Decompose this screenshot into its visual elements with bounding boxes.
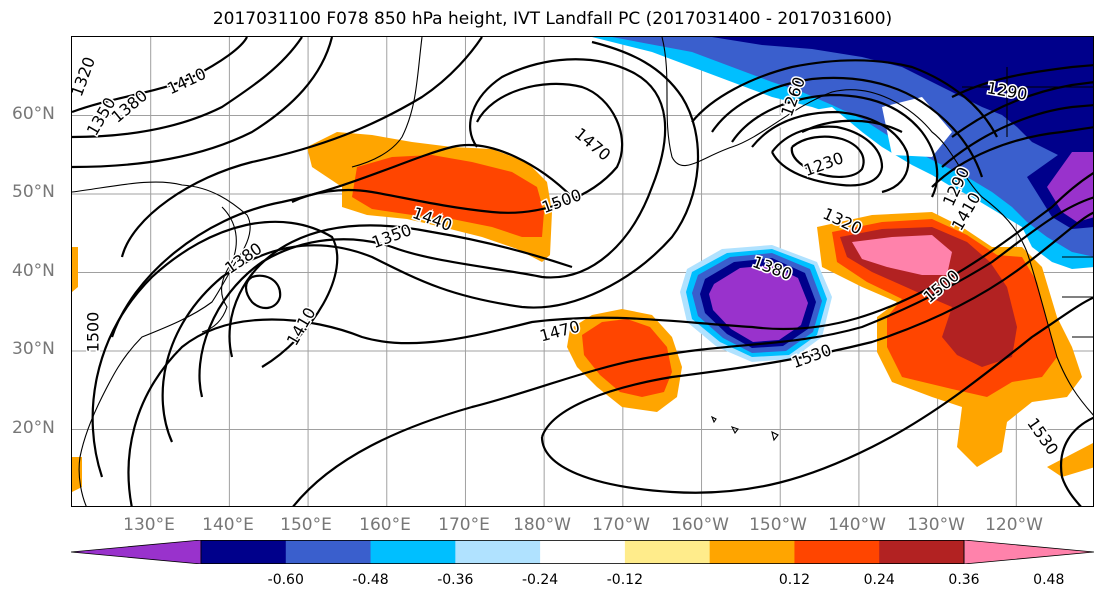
lon-label-160e: 160°E [359, 515, 411, 535]
colorbar-tick-label: 0.48 [1033, 572, 1065, 588]
colorbar-extend-high [963, 540, 1094, 564]
contour-line [291, 82, 624, 214]
colorbar-segment [794, 540, 880, 564]
colorbar-segment [624, 540, 711, 564]
negative-shading-central [680, 245, 832, 362]
colorbar-segment [201, 540, 287, 564]
colorbar-segment [879, 540, 965, 564]
contour-line [228, 224, 573, 358]
contour-label: 1470 [571, 124, 614, 165]
map-title: 2017031100 F078 850 hPa height, IVT Land… [212, 9, 893, 29]
contour-line [941, 104, 1093, 168]
colorbar-segment [540, 540, 626, 564]
positive-shading-subtropical [567, 309, 682, 412]
contour-line [540, 211, 1093, 438]
contour-label: 1410 [283, 304, 320, 349]
contour-line [691, 59, 998, 138]
colorbar-tick-label: 0.24 [863, 572, 895, 588]
colorbar-tick-label: -0.60 [267, 572, 304, 588]
colorbar-segment [370, 540, 456, 564]
contour-line [731, 93, 939, 198]
lat-label-40n: 40°N [12, 261, 55, 281]
contour-line [110, 144, 573, 338]
colorbar-segment [709, 540, 795, 564]
lon-label-120w: 120°W [985, 515, 1043, 535]
contour-line [120, 37, 483, 258]
contour-label: 1530 [1023, 414, 1062, 458]
contour-line [790, 135, 865, 178]
lon-label-150w: 150°W [749, 515, 807, 535]
colorbar-segment [455, 540, 541, 564]
lon-label-150e: 150°E [280, 515, 332, 535]
contour-line [91, 220, 339, 478]
contour-line [801, 119, 903, 133]
colorbar-tick-label: -0.24 [521, 572, 559, 588]
lon-label-130e: 130°E [123, 515, 175, 535]
contour-line [751, 110, 910, 194]
coastlines [72, 37, 1093, 506]
contour-line [161, 40, 700, 443]
contour-line [951, 81, 1093, 138]
colorbar-tick-label: -0.36 [437, 572, 474, 588]
contour-label: 1410 [164, 64, 209, 98]
lat-label-50n: 50°N [12, 182, 55, 202]
contour-line [931, 126, 1093, 188]
contour-line [292, 196, 1093, 506]
lon-label-170w: 170°W [592, 515, 650, 535]
contour-line [771, 125, 884, 187]
contour-line [244, 274, 282, 310]
lon-label-170e: 170°E [438, 515, 490, 535]
colorbar-segment [285, 540, 372, 564]
map-panel: 1320 1350 1380 1410 1470 1260 1230 1290 1440 1500… [71, 36, 1094, 507]
contour-line [72, 37, 303, 139]
positive-shading-northwest [307, 132, 552, 262]
lat-label-60n: 60°N [12, 104, 55, 124]
contour-line [127, 171, 1093, 506]
lon-label-180w: 180°W [513, 515, 571, 535]
colorbar [71, 540, 1094, 564]
contour-label: 1380 [221, 239, 265, 278]
lat-label-30n: 30°N [12, 339, 55, 359]
lon-label-130w: 130°W [907, 515, 965, 535]
colorbar-extend-low [71, 540, 202, 564]
colorbar-tick-label: 0.12 [778, 572, 811, 588]
colorbar-tick-label: -0.48 [352, 572, 389, 588]
colorbar-tick-label: -0.12 [606, 572, 643, 588]
lon-label-140w: 140°W [828, 515, 886, 535]
contour-line [1059, 416, 1093, 506]
contour-label: 1320 [72, 54, 99, 99]
map-canvas: 1320135013801410147012601230129014401500… [72, 37, 1093, 506]
contour-label: 1500 [84, 312, 103, 353]
contour-line [72, 37, 334, 169]
contour-line [540, 296, 1093, 494]
contour-line [951, 64, 1093, 98]
lon-label-160w: 160°W [671, 515, 729, 535]
lat-label-20n: 20°N [12, 418, 55, 438]
height-contours [72, 37, 1093, 506]
colorbar-tick-label: 0.36 [948, 572, 980, 588]
positive-shading-northeast [72, 212, 1093, 492]
lon-label-140e: 140°E [202, 515, 254, 535]
contour-line [72, 37, 248, 114]
contour-line [198, 58, 667, 398]
